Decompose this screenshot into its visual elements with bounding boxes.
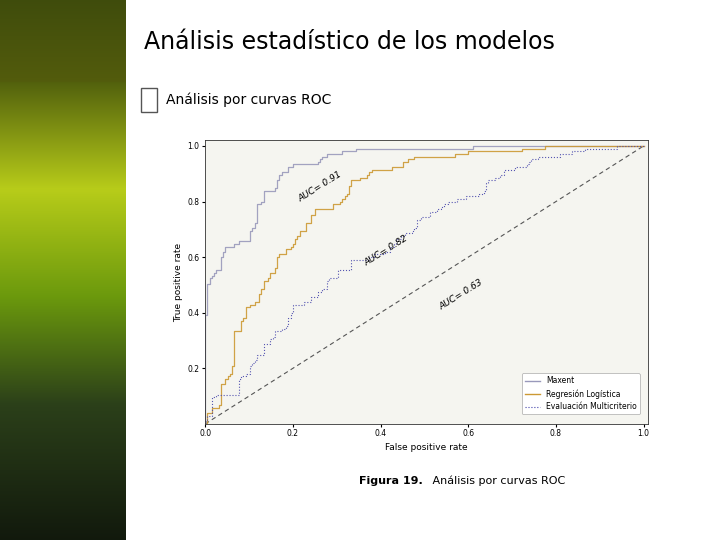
Text: Figura 19.: Figura 19. <box>359 476 423 486</box>
Text: AUC= 0.91: AUC= 0.91 <box>297 170 344 204</box>
Bar <box>141 87 158 112</box>
Legend: Maxent, Regresión Logística, Evaluación Multicriterio: Maxent, Regresión Logística, Evaluación … <box>521 373 640 414</box>
X-axis label: False positive rate: False positive rate <box>385 443 468 451</box>
Text: Análisis por curvas ROC: Análisis por curvas ROC <box>429 476 565 486</box>
Text: AUC= 0.82: AUC= 0.82 <box>363 234 410 267</box>
Text: AUC= 0.63: AUC= 0.63 <box>438 278 485 312</box>
Text: Análisis estadístico de los modelos: Análisis estadístico de los modelos <box>144 30 554 53</box>
Text: Análisis por curvas ROC: Análisis por curvas ROC <box>166 93 332 107</box>
Y-axis label: True positive rate: True positive rate <box>174 242 184 322</box>
